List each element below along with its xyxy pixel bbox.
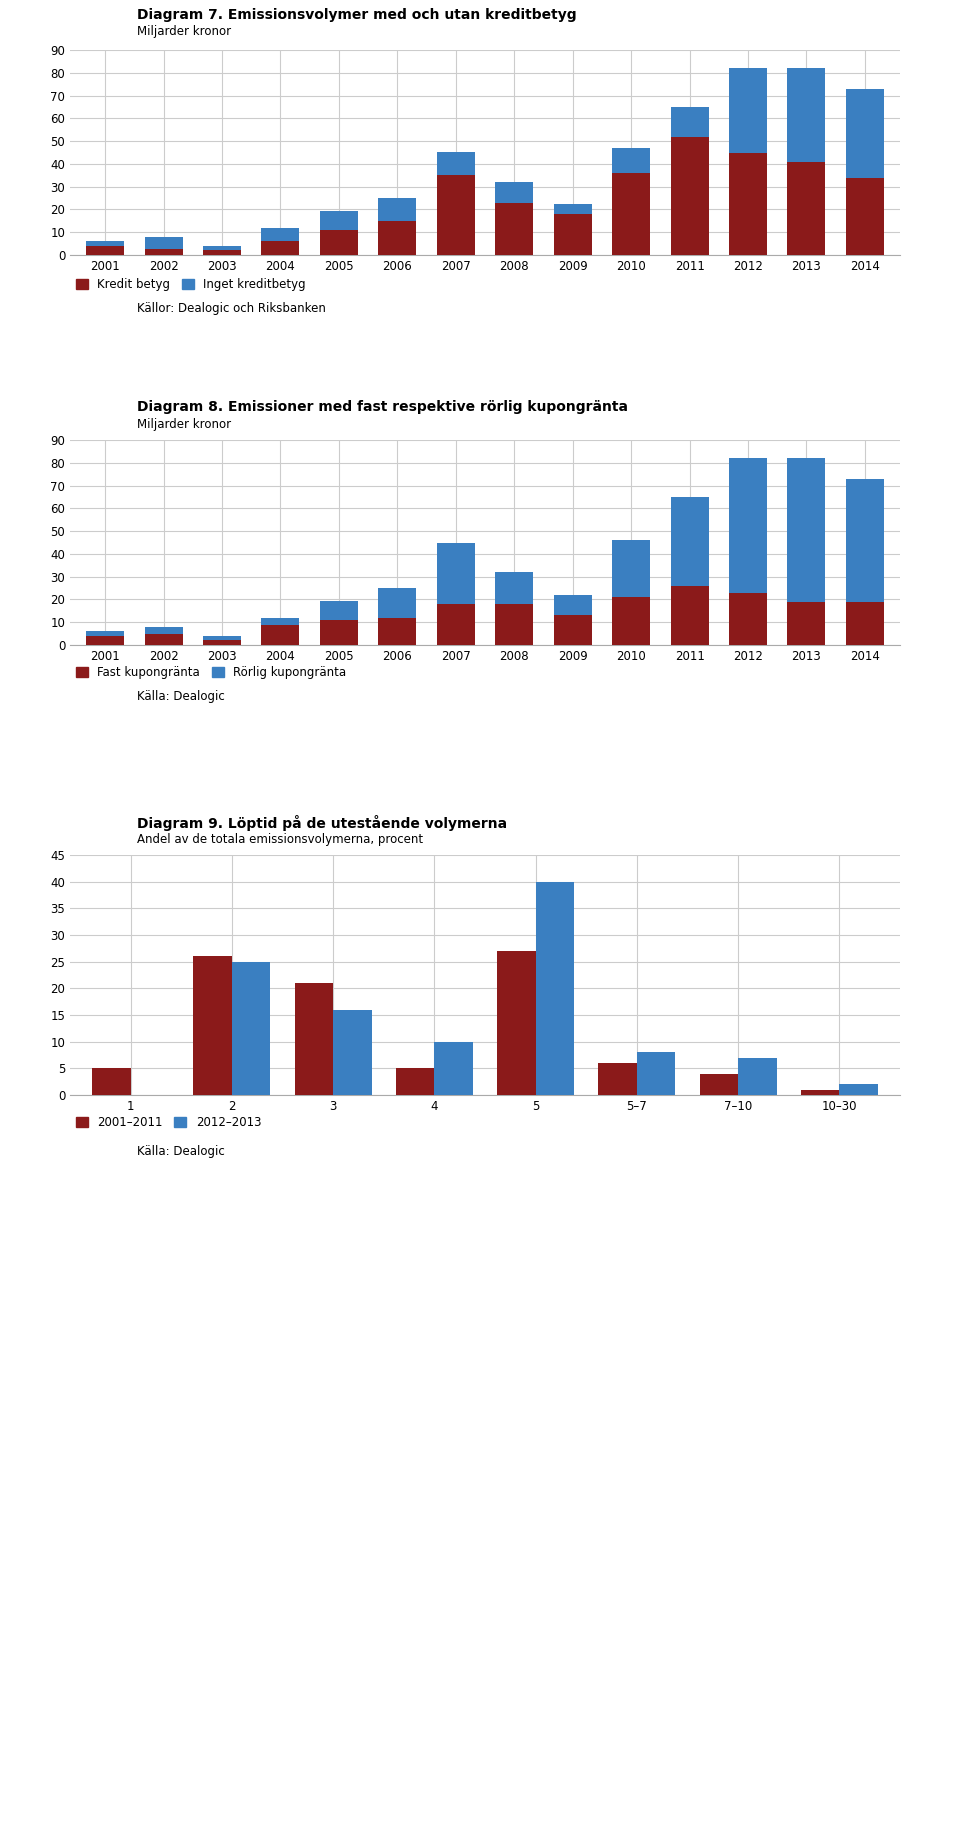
Bar <box>554 213 591 255</box>
Bar <box>86 636 124 645</box>
Bar <box>261 625 300 645</box>
Bar <box>671 107 708 136</box>
Bar <box>437 175 475 255</box>
Bar <box>378 617 417 645</box>
Text: Källa: Dealogic: Källa: Dealogic <box>137 1144 225 1157</box>
Bar <box>437 542 475 604</box>
Text: Andel av de totala emissionsvolymerna, procent: Andel av de totala emissionsvolymerna, p… <box>137 832 423 847</box>
Bar <box>495 571 533 604</box>
Text: 13 – EKONOMISKA KOMMENTARER NR 7, 2014: 13 – EKONOMISKA KOMMENTARER NR 7, 2014 <box>337 1811 623 1820</box>
Bar <box>86 632 124 636</box>
Bar <box>729 68 767 152</box>
Text: Miljarder kronor: Miljarder kronor <box>137 419 231 432</box>
Bar <box>232 961 271 1095</box>
Bar <box>729 593 767 645</box>
Bar <box>497 952 536 1095</box>
Bar <box>738 1058 777 1095</box>
Bar <box>554 615 591 645</box>
Bar <box>787 68 826 162</box>
Bar <box>261 617 300 625</box>
Bar <box>636 1053 675 1095</box>
Bar <box>700 1073 738 1095</box>
Bar <box>846 178 884 255</box>
Bar <box>203 250 241 255</box>
Bar <box>495 182 533 202</box>
Text: Källa: Dealogic: Källa: Dealogic <box>137 691 225 704</box>
Bar <box>378 588 417 617</box>
Bar <box>671 136 708 255</box>
Bar <box>333 1010 372 1095</box>
Bar <box>145 250 182 255</box>
Text: Diagram 8. Emissioner med fast respektive rörlig kupongränta: Diagram 8. Emissioner med fast respektiv… <box>137 400 628 413</box>
Bar <box>495 202 533 255</box>
Bar <box>801 1089 839 1095</box>
Bar <box>612 149 650 173</box>
Bar <box>598 1064 636 1095</box>
Bar <box>86 246 124 255</box>
Bar <box>320 619 358 645</box>
Bar <box>787 162 826 255</box>
Bar <box>145 237 182 250</box>
Bar <box>203 641 241 645</box>
Bar <box>86 241 124 246</box>
Bar <box>434 1042 473 1095</box>
Bar <box>536 882 574 1095</box>
Bar <box>378 220 417 255</box>
Bar <box>437 604 475 645</box>
Legend: Kredit betyg, Inget kreditbetyg: Kredit betyg, Inget kreditbetyg <box>76 277 306 290</box>
Text: Miljarder kronor: Miljarder kronor <box>137 26 231 39</box>
Bar <box>378 198 417 220</box>
Legend: 2001–2011, 2012–2013: 2001–2011, 2012–2013 <box>76 1115 261 1130</box>
Text: Diagram 7. Emissionsvolymer med och utan kreditbetyg: Diagram 7. Emissionsvolymer med och utan… <box>137 7 577 22</box>
Bar <box>671 498 708 586</box>
Bar <box>194 957 232 1095</box>
Bar <box>437 152 475 175</box>
Bar <box>846 603 884 645</box>
Bar <box>203 636 241 641</box>
Bar <box>145 626 182 634</box>
Bar <box>396 1069 434 1095</box>
Bar <box>145 634 182 645</box>
Bar <box>261 228 300 241</box>
Bar <box>612 540 650 597</box>
Bar <box>846 479 884 603</box>
Bar <box>295 983 333 1095</box>
Bar <box>729 457 767 593</box>
Bar <box>787 457 826 603</box>
Bar <box>787 603 826 645</box>
Text: Diagram 9. Löptid på de utestående volymerna: Diagram 9. Löptid på de utestående volym… <box>137 816 507 830</box>
Bar <box>261 241 300 255</box>
Bar <box>671 586 708 645</box>
Bar <box>839 1084 877 1095</box>
Bar <box>203 246 241 250</box>
Bar <box>92 1069 131 1095</box>
Bar <box>495 604 533 645</box>
Legend: Fast kupongränta, Rörlig kupongränta: Fast kupongränta, Rörlig kupongränta <box>76 665 347 680</box>
Bar <box>554 204 591 213</box>
Bar <box>846 88 884 178</box>
Bar <box>320 601 358 619</box>
Bar <box>320 211 358 230</box>
Bar <box>612 173 650 255</box>
Text: Källor: Dealogic och Riksbanken: Källor: Dealogic och Riksbanken <box>137 301 326 314</box>
Bar <box>612 597 650 645</box>
Bar <box>320 230 358 255</box>
Bar <box>729 152 767 255</box>
Bar <box>554 595 591 615</box>
